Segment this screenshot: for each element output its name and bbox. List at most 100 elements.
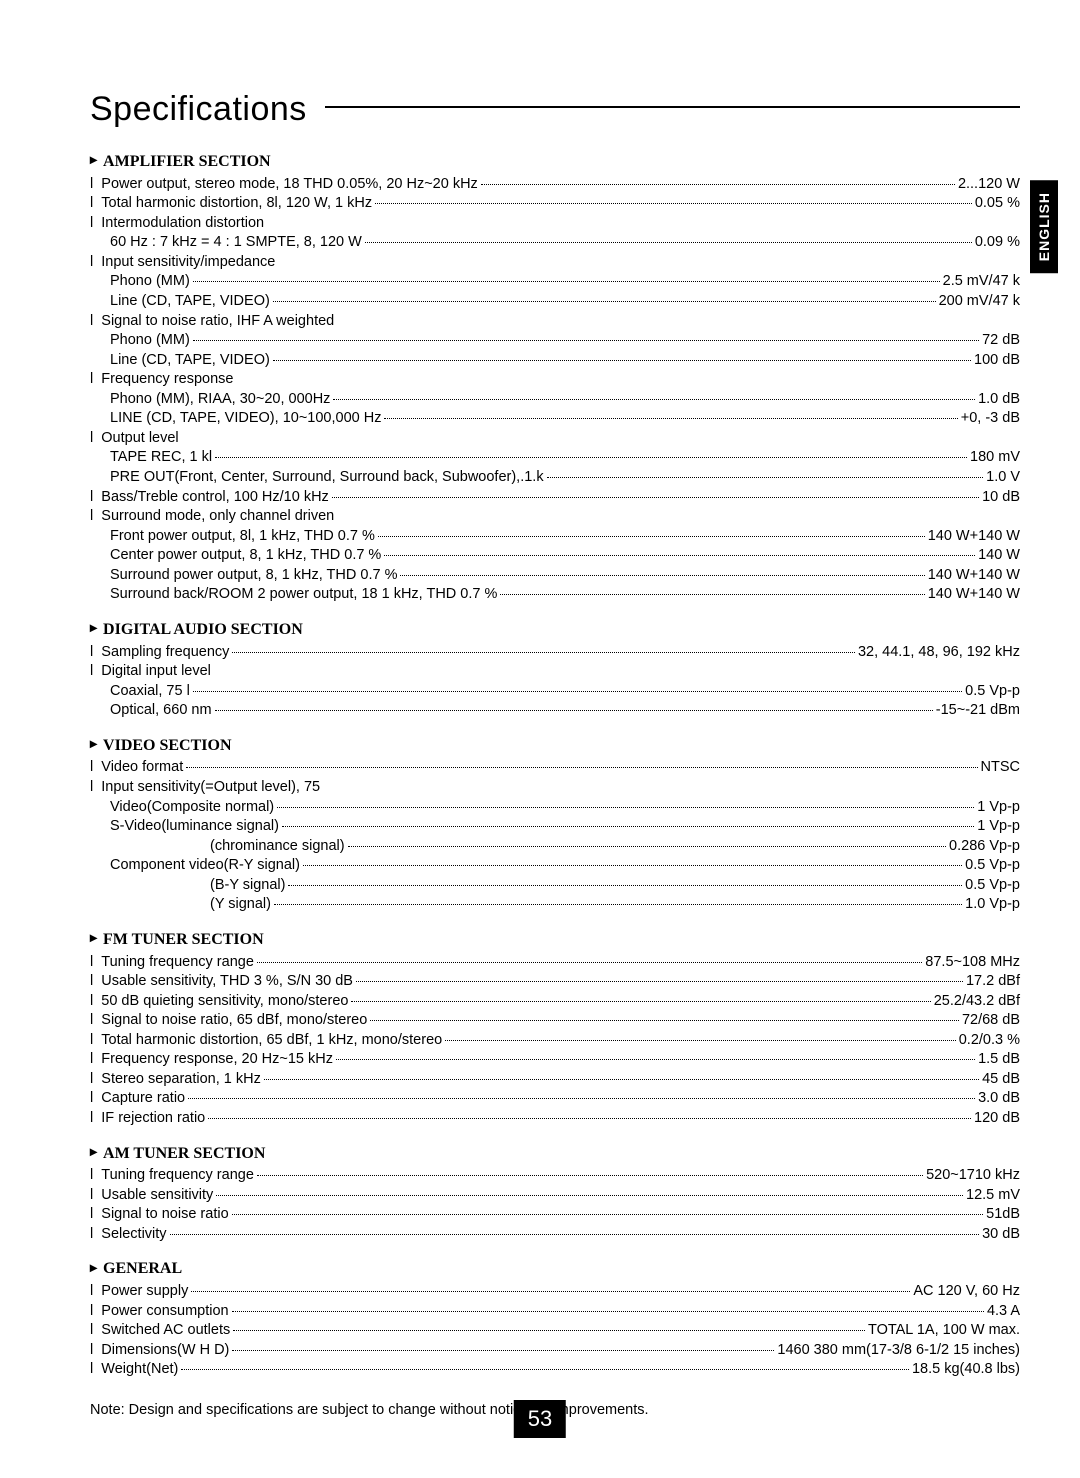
spec-row: Phono (MM)72 dB (90, 331, 1020, 351)
spec-row: l Tuning frequency range87.5~108 MHz (90, 953, 1020, 973)
spec-value: 1 Vp-p (977, 798, 1020, 818)
leader-dots (264, 1079, 979, 1080)
spec-row: (chrominance signal)0.286 Vp-p (90, 837, 1020, 857)
leader-dots (233, 1330, 865, 1331)
spec-label: l Weight(Net) (90, 1360, 178, 1380)
spec-label: PRE OUT(Front, Center, Surround, Surroun… (110, 468, 544, 488)
spec-value: 10 dB (982, 488, 1020, 508)
spec-label: l Surround mode, only channel driven (90, 507, 334, 527)
title-row: Specifications (90, 90, 1020, 129)
spec-label: l Video format (90, 758, 183, 778)
spec-label: l Tuning frequency range (90, 953, 254, 973)
spec-row: l Input sensitivity/impedance (90, 253, 1020, 273)
spec-value: 140 W+140 W (928, 566, 1020, 586)
section-heading-text: AM TUNER SECTION (103, 1143, 265, 1165)
spec-section: ▸AMPLIFIER SECTIONl Power output, stereo… (90, 151, 1020, 605)
spec-label: l Tuning frequency range (90, 1166, 254, 1186)
spec-value: 1 Vp-p (977, 817, 1020, 837)
spec-row: Phono (MM), RIAA, 30~20, 000Hz1.0 dB (90, 390, 1020, 410)
spec-label: Video(Composite normal) (110, 798, 274, 818)
spec-value: 0.05 % (975, 194, 1020, 214)
spec-label: l Output level (90, 429, 179, 449)
leader-dots (181, 1369, 909, 1370)
spec-label: Phono (MM) (110, 272, 190, 292)
spec-row: l Output level (90, 429, 1020, 449)
spec-value: 100 dB (974, 351, 1020, 371)
spec-value: 1.0 Vp-p (965, 895, 1020, 915)
spec-label: TAPE REC, 1 kl (110, 448, 212, 468)
spec-label: l Signal to noise ratio (90, 1205, 229, 1225)
leader-dots (333, 399, 975, 400)
spec-value: AC 120 V, 60 Hz (913, 1282, 1020, 1302)
spec-row: l Power supplyAC 120 V, 60 Hz (90, 1282, 1020, 1302)
spec-row: Line (CD, TAPE, VIDEO)200 mV/47 k (90, 292, 1020, 312)
leader-dots (351, 1001, 930, 1002)
spec-label: (Y signal) (210, 895, 271, 915)
spec-row: Coaxial, 75 l0.5 Vp-p (90, 682, 1020, 702)
leader-dots (274, 904, 962, 905)
spec-row: l IF rejection ratio 120 dB (90, 1109, 1020, 1129)
spec-value: 180 mV (970, 448, 1020, 468)
section-heading: ▸VIDEO SECTION (90, 735, 1020, 757)
section-heading-text: GENERAL (103, 1258, 182, 1280)
spec-label: Surround back/ROOM 2 power output, 18 1 … (110, 585, 497, 605)
spec-value: 0.5 Vp-p (965, 856, 1020, 876)
spec-row: l Total harmonic distortion, 8l, 120 W, … (90, 194, 1020, 214)
spec-value: 1460 380 mm(17-3/8 6-1/2 15 inches) (777, 1341, 1020, 1361)
leader-dots (186, 767, 977, 768)
spec-section: ▸VIDEO SECTIONl Video formatNTSCl Input … (90, 735, 1020, 915)
spec-row: l Power consumption4.3 A (90, 1302, 1020, 1322)
spec-row: l Signal to noise ratio, IHF A weighted (90, 312, 1020, 332)
spec-label: l Input sensitivity/impedance (90, 253, 275, 273)
spec-label: l IF rejection ratio (90, 1109, 205, 1129)
spec-label: Component video(R-Y signal) (110, 856, 300, 876)
spec-row: S-Video(luminance signal)1 Vp-p (90, 817, 1020, 837)
spec-value: 4.3 A (987, 1302, 1020, 1322)
spec-label: Optical, 660 nm (110, 701, 212, 721)
spec-label: Phono (MM), RIAA, 30~20, 000Hz (110, 390, 330, 410)
page-title: Specifications (90, 90, 307, 129)
leader-dots (215, 710, 933, 711)
section-heading: ▸DIGITAL AUDIO SECTION (90, 619, 1020, 641)
leader-dots (348, 846, 946, 847)
spec-label: Phono (MM) (110, 331, 190, 351)
spec-row: l Frequency response (90, 370, 1020, 390)
spec-row: l Sampling frequency32, 44.1, 48, 96, 19… (90, 643, 1020, 663)
leader-dots (208, 1118, 971, 1119)
spec-value: 32, 44.1, 48, 96, 192 kHz (858, 643, 1020, 663)
leader-dots (188, 1098, 975, 1099)
spec-value: 51dB (986, 1205, 1020, 1225)
spec-row: Video(Composite normal) 1 Vp-p (90, 798, 1020, 818)
section-heading: ▸ AM TUNER SECTION (90, 1143, 1020, 1165)
leader-dots (384, 555, 975, 556)
spec-row: l Digital input level (90, 662, 1020, 682)
spec-label: l Switched AC outlets (90, 1321, 230, 1341)
triangle-icon: ▸ (90, 1144, 97, 1163)
spec-section: ▸ AM TUNER SECTIONl Tuning frequency rang… (90, 1143, 1020, 1245)
spec-label: l Frequency response (90, 370, 233, 390)
spec-value: 18.5 kg(40.8 lbs) (912, 1360, 1020, 1380)
spec-label: Line (CD, TAPE, VIDEO) (110, 351, 270, 371)
spec-value: 120 dB (974, 1109, 1020, 1129)
spec-value: 3.0 dB (978, 1089, 1020, 1109)
leader-dots (216, 1195, 963, 1196)
spec-label: l Capture ratio (90, 1089, 185, 1109)
spec-section: ▸GENERALl Power supplyAC 120 V, 60 Hzl P… (90, 1258, 1020, 1379)
leader-dots (445, 1040, 956, 1041)
language-tab: ENGLISH (1030, 180, 1058, 273)
spec-value: 12.5 mV (966, 1186, 1020, 1206)
spec-row: (Y signal) 1.0 Vp-p (90, 895, 1020, 915)
leader-dots (193, 281, 940, 282)
leader-dots (282, 826, 974, 827)
spec-value: 140 W (978, 546, 1020, 566)
spec-value: 140 W+140 W (928, 585, 1020, 605)
spec-label: l Signal to noise ratio, 65 dBf, mono/st… (90, 1011, 367, 1031)
spec-value: 1.0 V (986, 468, 1020, 488)
leader-dots (193, 691, 962, 692)
spec-label: l Dimensions(W H D) (90, 1341, 229, 1361)
spec-label: l Total harmonic distortion, 8l, 120 W, … (90, 194, 372, 214)
spec-row: LINE (CD, TAPE, VIDEO), 10~100,000 Hz+0,… (90, 409, 1020, 429)
spec-label: l Bass/Treble control, 100 Hz/10 kHz (90, 488, 329, 508)
leader-dots (232, 1350, 774, 1351)
spec-label: l Input sensitivity(=Output level), 75 (90, 778, 320, 798)
